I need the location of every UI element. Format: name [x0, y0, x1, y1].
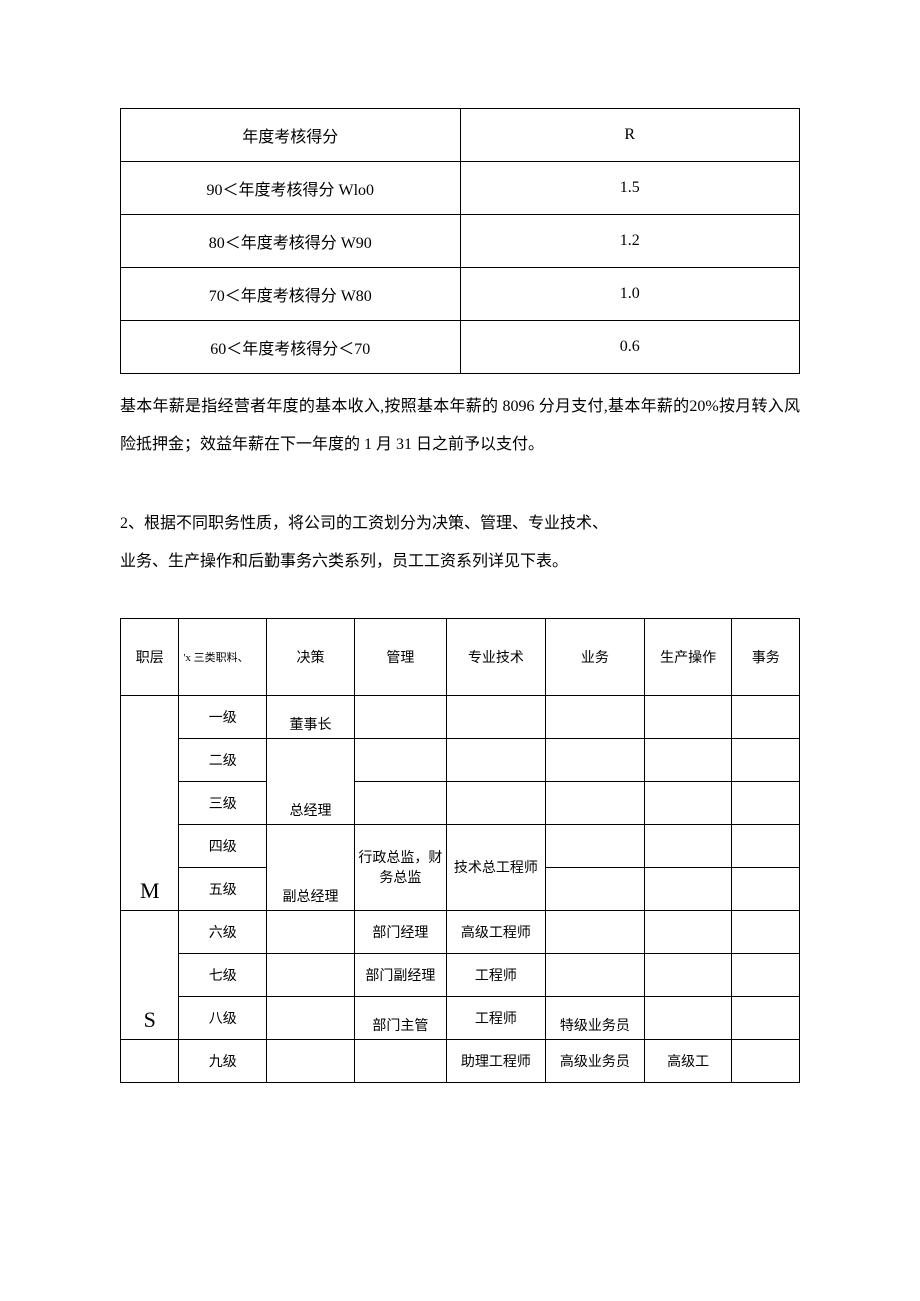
cell-score: 80＜年度考核得分 W90 [121, 215, 461, 268]
cell-empty [644, 867, 732, 910]
cell-empty [545, 867, 644, 910]
table-row: 二级 总经理 [121, 738, 800, 781]
cell-gm: 总经理 [267, 738, 355, 824]
table-row: S 六级 部门经理 高级工程师 [121, 910, 800, 953]
cell-sr-worker: 高级工 [644, 1039, 732, 1082]
cell-empty [732, 781, 800, 824]
level-9: 九级 [179, 1039, 267, 1082]
cell-chairman: 董事长 [267, 695, 355, 738]
cell-empty [644, 996, 732, 1039]
cell-empty [732, 1039, 800, 1082]
cell-r: 0.6 [460, 321, 800, 374]
table-row: 三级 [121, 781, 800, 824]
cell-dept-vmgr: 部门副经理 [354, 953, 446, 996]
cell-empty [644, 910, 732, 953]
paragraph-categories-2: 业务、生产操作和后勤事务六类系列，员工工资系列详见下表。 [120, 543, 800, 581]
cell-eng7: 工程师 [446, 953, 545, 996]
group-s: S [121, 910, 179, 1039]
cell-chief-eng: 技术总工程师 [446, 824, 545, 910]
cell-empty [267, 953, 355, 996]
cell-empty [267, 1039, 355, 1082]
cell-empty [267, 910, 355, 953]
table2-header-row: 职层 'x 三类职料、 决策 管理 专业技术 业务 生产操作 事务 [121, 618, 800, 695]
cell-empty [446, 738, 545, 781]
cell-empty [732, 996, 800, 1039]
cell-empty [354, 738, 446, 781]
table-row: 90＜年度考核得分 Wlo0 1.5 [121, 162, 800, 215]
table-row: 七级 部门副经理 工程师 [121, 953, 800, 996]
cell-dept-mgr: 部门经理 [354, 910, 446, 953]
th-biz: 业务 [545, 618, 644, 695]
cell-dept-sup: 部门主管 [354, 996, 446, 1039]
cell-dgm: 副总经理 [267, 824, 355, 910]
cell-empty [644, 695, 732, 738]
paragraph-categories-1: 2、根据不同职务性质，将公司的工资划分为决策、管理、专业技术、 [120, 505, 800, 543]
table-row: 80＜年度考核得分 W90 1.2 [121, 215, 800, 268]
cell-empty [644, 738, 732, 781]
cell-empty [644, 953, 732, 996]
th-r: R [460, 109, 800, 162]
level-3: 三级 [179, 781, 267, 824]
cell-empty [732, 695, 800, 738]
table-row: 九级 助理工程师 高级业务员 高级工 [121, 1039, 800, 1082]
cell-eng8: 工程师 [446, 996, 545, 1039]
cell-empty [545, 910, 644, 953]
cell-empty [354, 781, 446, 824]
table-row: 八级 部门主管 工程师 特级业务员 [121, 996, 800, 1039]
table-row: 60＜年度考核得分＜70 0.6 [121, 321, 800, 374]
level-8: 八级 [179, 996, 267, 1039]
level-4: 四级 [179, 824, 267, 867]
th-subheader: 'x 三类职料、 [179, 618, 267, 695]
level-2: 二级 [179, 738, 267, 781]
cell-admin-fin: 行政总监，财务总监 [354, 824, 446, 910]
cell-empty [545, 738, 644, 781]
paragraph-basic-salary: 基本年薪是指经营者年度的基本收入,按照基本年薪的 8096 分月支付,基本年薪的… [120, 388, 800, 465]
level-7: 七级 [179, 953, 267, 996]
level-1: 一级 [179, 695, 267, 738]
th-prod: 生产操作 [644, 618, 732, 695]
salary-series-table: 职层 'x 三类职料、 决策 管理 专业技术 业务 生产操作 事务 M 一级 董… [120, 618, 800, 1083]
table-header-row: 年度考核得分 R [121, 109, 800, 162]
cell-empty [644, 781, 732, 824]
level-6: 六级 [179, 910, 267, 953]
cell-empty [545, 953, 644, 996]
cell-r: 1.2 [460, 215, 800, 268]
cell-empty [644, 824, 732, 867]
cell-empty [732, 824, 800, 867]
cell-score: 70＜年度考核得分 W80 [121, 268, 461, 321]
cell-sp-sales: 特级业务员 [545, 996, 644, 1039]
table-row: M 一级 董事长 [121, 695, 800, 738]
cell-empty [267, 996, 355, 1039]
cell-r: 1.0 [460, 268, 800, 321]
cell-empty [732, 953, 800, 996]
cell-empty [732, 867, 800, 910]
cell-asst-eng: 助理工程师 [446, 1039, 545, 1082]
cell-score: 90＜年度考核得分 Wlo0 [121, 162, 461, 215]
group-m: M [121, 695, 179, 910]
level-5: 五级 [179, 867, 267, 910]
th-decision: 决策 [267, 618, 355, 695]
cell-score: 60＜年度考核得分＜70 [121, 321, 461, 374]
th-score: 年度考核得分 [121, 109, 461, 162]
cell-empty [446, 781, 545, 824]
cell-senior-eng: 高级工程师 [446, 910, 545, 953]
cell-r: 1.5 [460, 162, 800, 215]
cell-empty [545, 824, 644, 867]
th-affairs: 事务 [732, 618, 800, 695]
cell-empty [354, 1039, 446, 1082]
cell-empty [545, 695, 644, 738]
cell-empty [121, 1039, 179, 1082]
cell-empty [446, 695, 545, 738]
th-mgmt: 管理 [354, 618, 446, 695]
table-row: 70＜年度考核得分 W80 1.0 [121, 268, 800, 321]
th-layer: 职层 [121, 618, 179, 695]
cell-sr-sales: 高级业务员 [545, 1039, 644, 1082]
cell-empty [545, 781, 644, 824]
score-r-table: 年度考核得分 R 90＜年度考核得分 Wlo0 1.5 80＜年度考核得分 W9… [120, 108, 800, 374]
cell-empty [732, 738, 800, 781]
th-tech: 专业技术 [446, 618, 545, 695]
table-row: 四级 副总经理 行政总监，财务总监 技术总工程师 [121, 824, 800, 867]
cell-empty [354, 695, 446, 738]
cell-empty [732, 910, 800, 953]
